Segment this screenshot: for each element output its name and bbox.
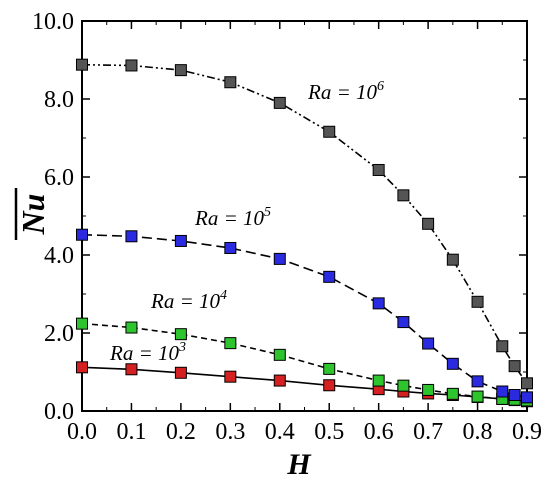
data-point bbox=[521, 391, 533, 404]
data-point bbox=[174, 234, 187, 247]
y-tick-label: 10.0 bbox=[32, 9, 74, 35]
series-2 bbox=[76, 228, 533, 404]
annotation-exponent: 6 bbox=[377, 79, 384, 94]
x-tick-label: 0.8 bbox=[463, 419, 493, 445]
x-tick-label: 0.5 bbox=[314, 419, 344, 445]
data-point bbox=[397, 379, 410, 392]
data-point bbox=[224, 76, 237, 89]
y-axis-title-group: Nu bbox=[14, 188, 51, 240]
annotation-exponent: 5 bbox=[264, 205, 271, 220]
series-annotation: Ra = 103 bbox=[109, 340, 186, 365]
data-point bbox=[273, 374, 286, 387]
data-point bbox=[372, 297, 385, 310]
data-point bbox=[125, 363, 138, 376]
series-annotation: Ra = 104 bbox=[150, 288, 227, 313]
data-point bbox=[224, 370, 237, 383]
annotation-base: Ra = 10 bbox=[109, 341, 179, 365]
annotation-exponent: 3 bbox=[178, 340, 186, 355]
y-tick-label: 0.0 bbox=[44, 399, 74, 425]
data-point bbox=[446, 387, 459, 400]
data-point bbox=[273, 252, 286, 265]
y-tick-label: 6.0 bbox=[44, 165, 74, 191]
data-point bbox=[508, 360, 521, 373]
data-point bbox=[76, 228, 88, 241]
series-annotation: Ra = 105 bbox=[194, 205, 271, 230]
data-point bbox=[446, 357, 459, 370]
annotation-base: Ra = 10 bbox=[307, 80, 377, 104]
y-tick-label: 2.0 bbox=[44, 321, 74, 347]
data-point bbox=[397, 189, 410, 202]
data-point bbox=[323, 125, 336, 138]
y-axis-title: Nu bbox=[15, 194, 51, 236]
x-tick-label: 0.2 bbox=[166, 419, 196, 445]
data-point bbox=[224, 337, 237, 350]
data-point bbox=[521, 377, 533, 390]
annotation-base: Ra = 10 bbox=[194, 206, 264, 230]
data-point bbox=[224, 241, 237, 254]
data-point bbox=[76, 361, 88, 374]
data-point bbox=[125, 59, 138, 72]
y-tick-label: 4.0 bbox=[44, 243, 74, 269]
series-3 bbox=[76, 58, 533, 390]
data-point bbox=[323, 270, 336, 283]
y-tick-label: 8.0 bbox=[44, 87, 74, 113]
data-point bbox=[422, 337, 435, 350]
data-point bbox=[76, 317, 88, 330]
data-point bbox=[76, 58, 88, 71]
series-line bbox=[81, 366, 528, 403]
series-annotation: Ra = 106 bbox=[307, 79, 384, 104]
data-point bbox=[397, 316, 410, 329]
x-tick-label: 0.0 bbox=[67, 419, 97, 445]
data-point bbox=[273, 96, 286, 109]
data-point bbox=[471, 390, 484, 403]
data-point bbox=[508, 389, 521, 402]
annotation-base: Ra = 10 bbox=[150, 289, 220, 313]
data-point bbox=[273, 348, 286, 361]
data-point bbox=[446, 253, 459, 266]
series-line bbox=[81, 233, 528, 399]
x-tick-label: 0.9 bbox=[512, 419, 542, 445]
annotation-exponent: 4 bbox=[220, 288, 227, 303]
data-point bbox=[471, 295, 484, 308]
data-point bbox=[372, 374, 385, 387]
x-tick-label: 0.1 bbox=[116, 419, 146, 445]
data-point bbox=[323, 379, 336, 392]
data-point bbox=[125, 230, 138, 243]
data-point bbox=[372, 163, 385, 176]
series-line bbox=[81, 63, 528, 384]
data-point bbox=[422, 383, 435, 396]
x-tick-label: 0.3 bbox=[215, 419, 245, 445]
x-tick-label: 0.4 bbox=[265, 419, 295, 445]
series-0 bbox=[76, 361, 533, 408]
data-point bbox=[174, 328, 187, 341]
data-point bbox=[422, 217, 435, 230]
data-point bbox=[125, 321, 138, 334]
x-tick-label: 0.7 bbox=[413, 419, 443, 445]
data-point bbox=[174, 366, 187, 379]
x-axis-title: H bbox=[286, 448, 312, 481]
data-point bbox=[496, 340, 509, 353]
data-point bbox=[174, 64, 187, 77]
data-point bbox=[323, 362, 336, 375]
data-point bbox=[471, 375, 484, 388]
data-point bbox=[496, 385, 509, 398]
x-tick-label: 0.6 bbox=[364, 419, 394, 445]
